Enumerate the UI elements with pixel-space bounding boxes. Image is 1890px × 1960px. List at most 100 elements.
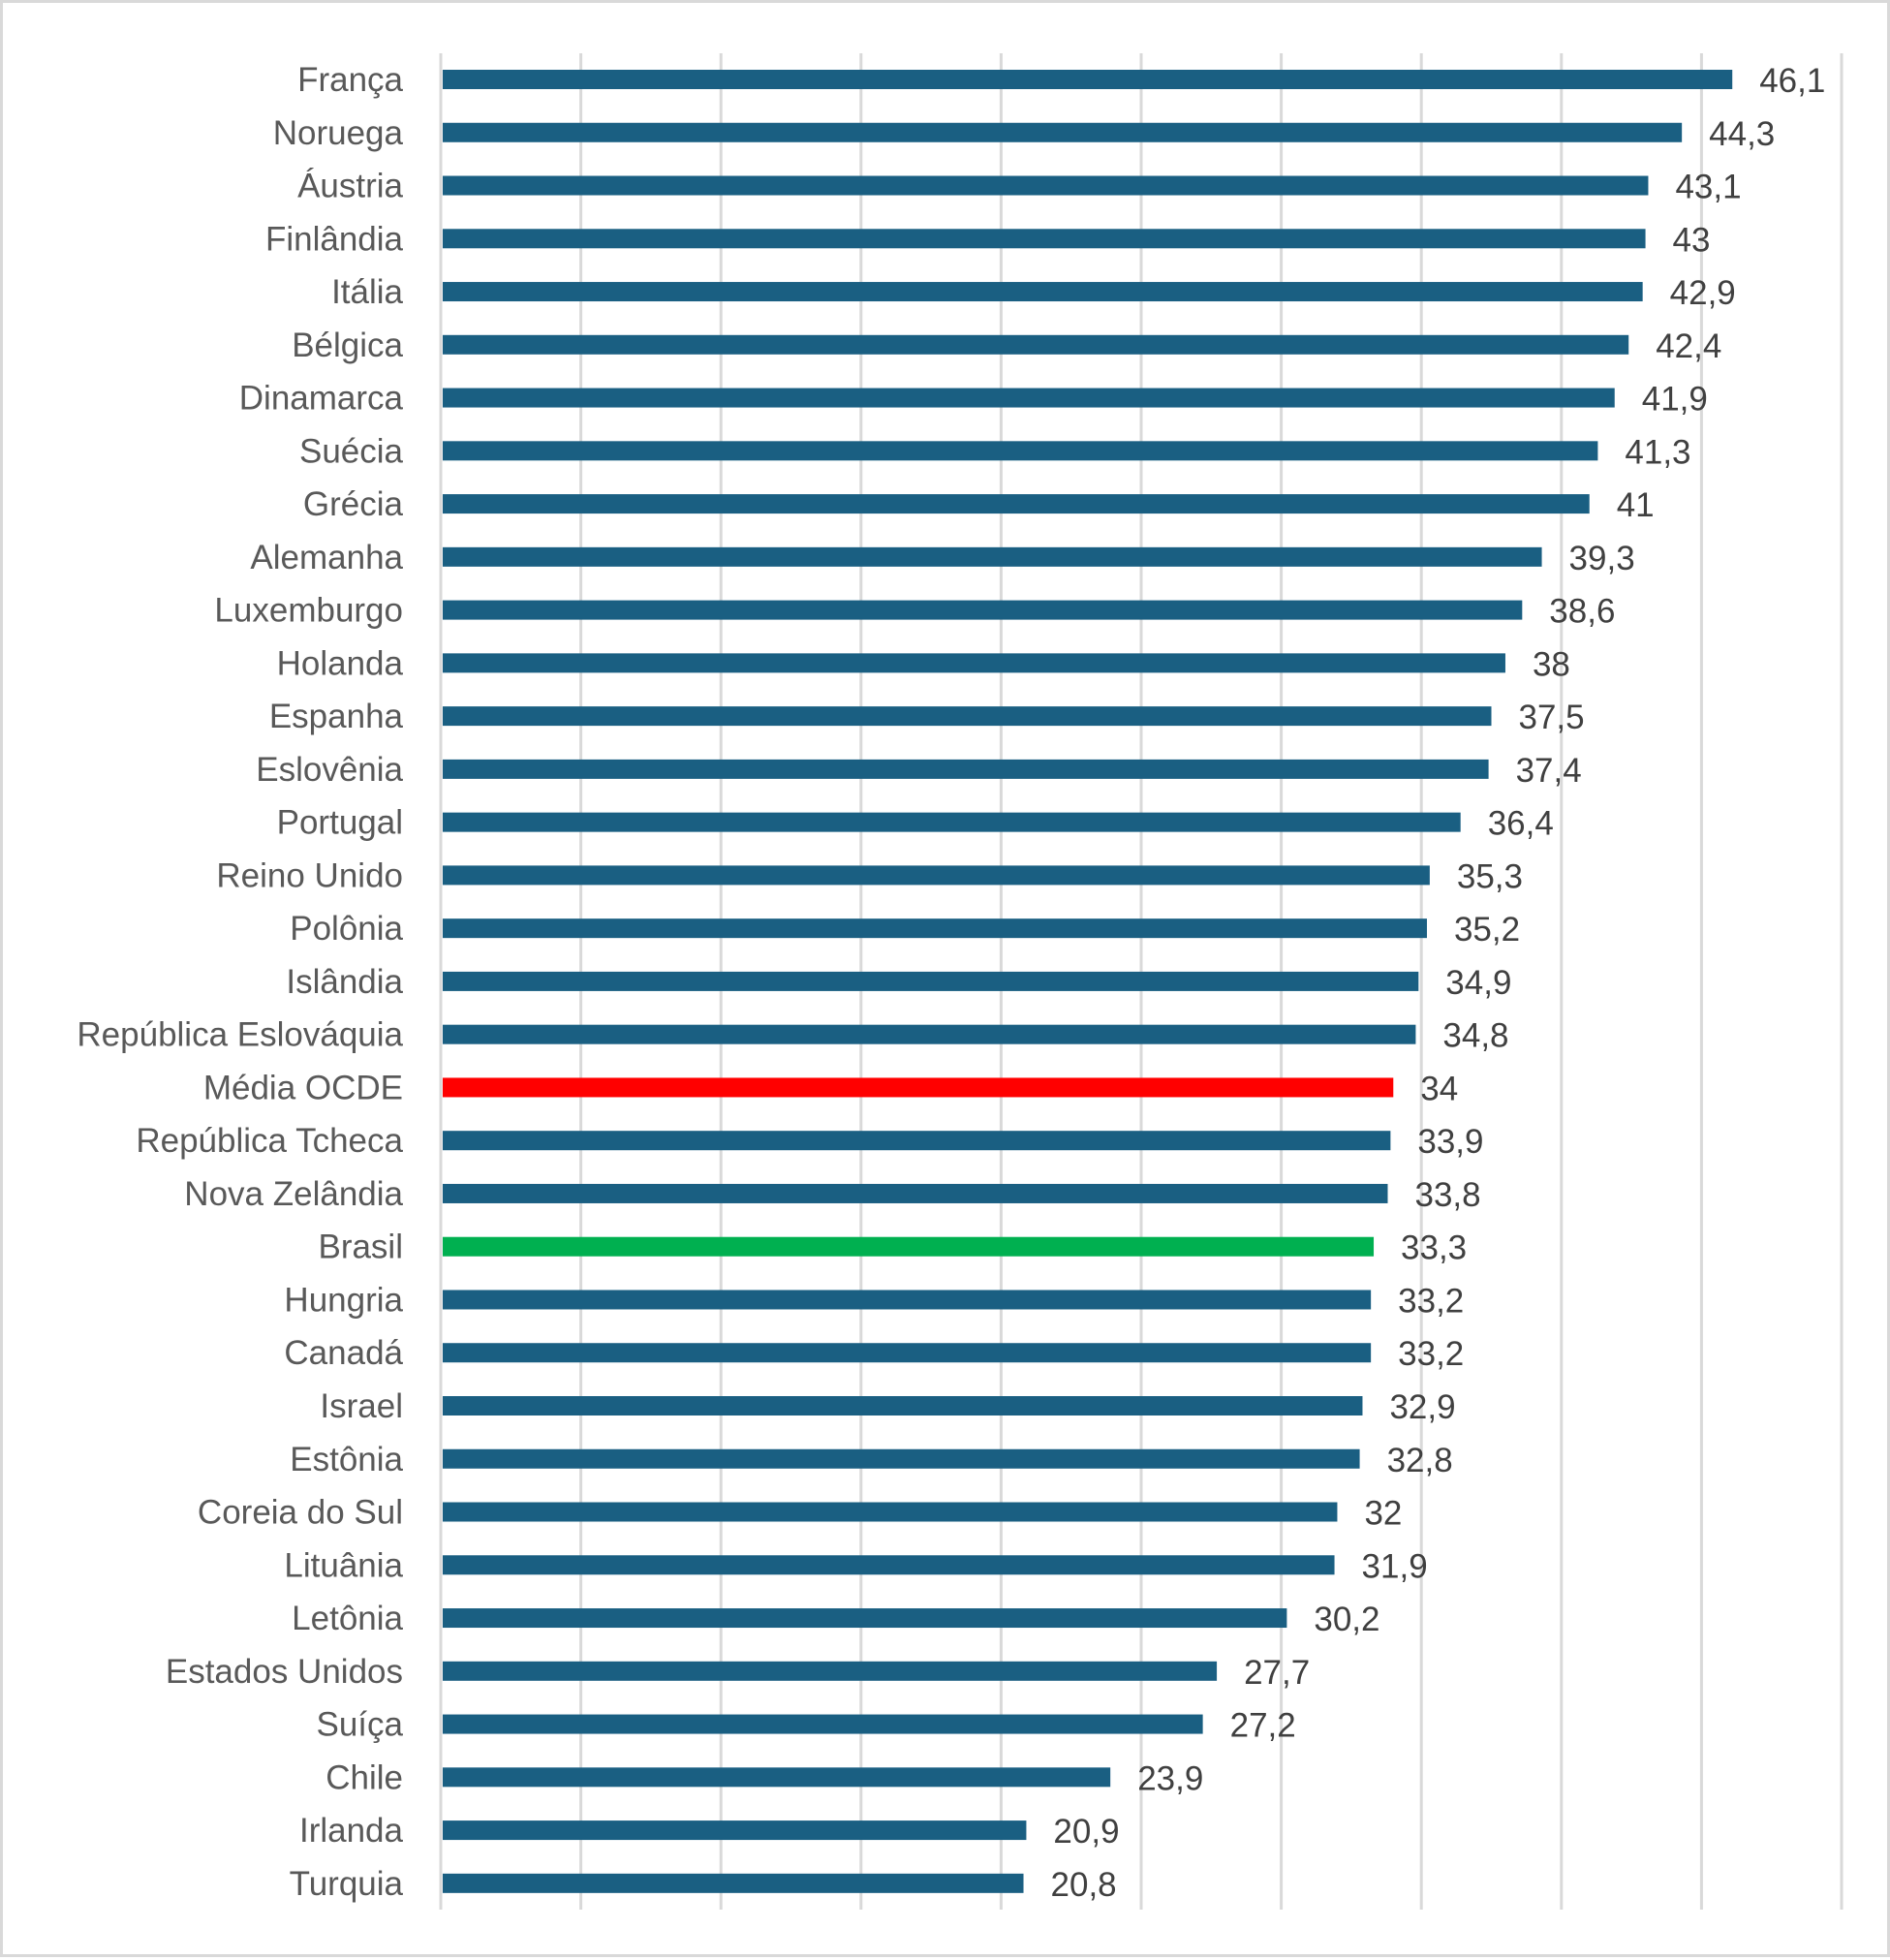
- data-label: 44,3: [1709, 115, 1775, 153]
- bar-chart: França Noruega Áustria Finlândia Itália Bélgi…: [77, 53, 1844, 1910]
- data-label: 46,1: [1759, 62, 1825, 100]
- bar: [443, 1661, 1218, 1681]
- data-label: 38: [1533, 645, 1570, 683]
- bar: [443, 1714, 1203, 1734]
- category-label: Eslovênia: [256, 751, 403, 789]
- data-label: 33,2: [1398, 1335, 1464, 1373]
- category-label: Israel: [320, 1387, 403, 1425]
- category-label: Polônia: [290, 910, 403, 948]
- category-label: França: [297, 61, 403, 99]
- data-label: 33,8: [1414, 1176, 1480, 1214]
- bar: [443, 653, 1505, 673]
- data-label: 32,9: [1389, 1388, 1455, 1426]
- category-label: Estados Unidos: [166, 1653, 403, 1691]
- category-label: Suécia: [299, 432, 404, 470]
- data-label: 23,9: [1137, 1759, 1203, 1797]
- bar: [443, 1767, 1111, 1788]
- category-label: Áustria: [297, 168, 403, 205]
- bar: [443, 706, 1492, 727]
- bar: [443, 1502, 1338, 1522]
- category-label: Brasil: [318, 1229, 403, 1266]
- bar: [443, 1820, 1027, 1841]
- data-label: 39,3: [1569, 540, 1635, 577]
- bar: [443, 1396, 1363, 1416]
- category-label: Hungria: [284, 1281, 403, 1319]
- data-label: 43,1: [1675, 169, 1741, 206]
- bar: [443, 229, 1646, 249]
- data-label: 20,8: [1051, 1866, 1117, 1904]
- data-label: 27,2: [1230, 1707, 1296, 1745]
- data-label: 42,9: [1670, 274, 1736, 312]
- bar: [443, 1183, 1388, 1203]
- category-label: Irlanda: [299, 1812, 404, 1850]
- bar: [443, 759, 1489, 779]
- data-label: 20,9: [1053, 1813, 1119, 1851]
- category-label: Reino Unido: [216, 856, 403, 894]
- category-label: Lituânia: [284, 1546, 403, 1584]
- data-label: 33,2: [1398, 1282, 1464, 1320]
- category-label: Itália: [331, 273, 403, 311]
- data-label: 42,4: [1656, 327, 1721, 365]
- bars: [443, 70, 1733, 1893]
- data-label: 32: [1364, 1495, 1402, 1533]
- bar: [443, 388, 1615, 408]
- category-label: Coreia do Sul: [198, 1494, 403, 1532]
- bar-oecd-average: [443, 1077, 1394, 1098]
- data-label: 41: [1617, 486, 1655, 524]
- category-label: Turquia: [290, 1865, 404, 1903]
- category-label: Bélgica: [292, 327, 403, 364]
- bar: [443, 918, 1427, 939]
- category-label: Suíça: [317, 1706, 404, 1744]
- data-label: 33,3: [1401, 1229, 1467, 1267]
- bar: [443, 175, 1649, 196]
- bar-highlight: [443, 1236, 1375, 1257]
- category-label: República Tcheca: [136, 1122, 403, 1160]
- data-label: 41,3: [1625, 433, 1690, 471]
- bar: [443, 971, 1419, 991]
- data-label: 37,5: [1519, 699, 1585, 736]
- bar: [443, 441, 1598, 461]
- data-labels: 46,1 44,3 43,1 43 42,9 42,4 41,9 41,3 41 39,3 38,6…: [1051, 62, 1826, 1904]
- data-label: 27,7: [1244, 1654, 1310, 1692]
- category-labels: França Noruega Áustria Finlândia Itália Bélgi…: [77, 61, 403, 1903]
- category-label: Letônia: [292, 1600, 403, 1637]
- data-label: 32,8: [1387, 1442, 1453, 1479]
- category-label: Luxemburgo: [214, 592, 403, 630]
- category-label: República Eslováquia: [77, 1016, 403, 1054]
- category-label: Estônia: [290, 1441, 403, 1478]
- category-label: Holanda: [277, 644, 404, 682]
- data-label: 30,2: [1314, 1601, 1379, 1638]
- bar: [443, 1024, 1416, 1044]
- bar: [443, 600, 1523, 620]
- bar: [443, 70, 1733, 89]
- data-label: 43: [1673, 221, 1711, 259]
- bar: [443, 1608, 1287, 1629]
- category-label: Nova Zelândia: [184, 1175, 403, 1213]
- bar: [443, 1448, 1360, 1469]
- bar: [443, 1873, 1024, 1893]
- category-label: Islândia: [286, 963, 403, 1001]
- bar: [443, 122, 1683, 142]
- category-label: Espanha: [269, 698, 404, 735]
- data-label: 35,3: [1457, 857, 1523, 895]
- bar: [443, 1343, 1372, 1363]
- category-label: Média OCDE: [203, 1069, 403, 1106]
- category-label: Dinamarca: [239, 380, 404, 418]
- bar: [443, 1555, 1335, 1575]
- data-label: 41,9: [1642, 381, 1708, 419]
- data-label: 34,8: [1442, 1017, 1508, 1055]
- category-label: Grécia: [303, 485, 404, 523]
- category-label: Alemanha: [250, 539, 403, 576]
- data-label: 36,4: [1488, 805, 1554, 843]
- bar: [443, 1290, 1372, 1310]
- data-label: 34,9: [1445, 964, 1511, 1002]
- bar: [443, 494, 1590, 514]
- category-label: Noruega: [273, 114, 404, 152]
- category-label: Canadá: [284, 1334, 403, 1372]
- bar: [443, 1131, 1391, 1151]
- data-label: 34: [1420, 1070, 1458, 1107]
- category-label: Portugal: [277, 804, 403, 842]
- bar: [443, 282, 1643, 302]
- category-label: Chile: [325, 1758, 403, 1796]
